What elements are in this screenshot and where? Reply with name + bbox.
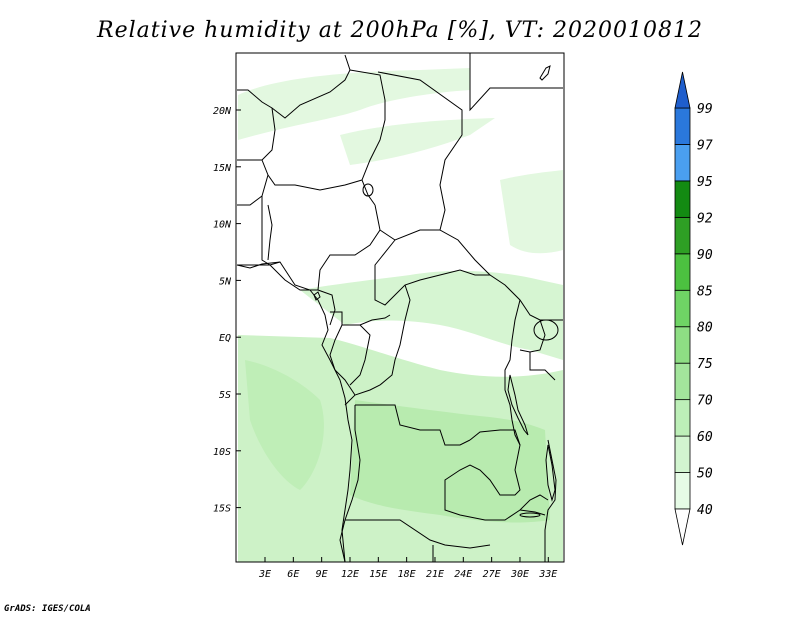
colorbar-segment — [674, 107, 691, 145]
colorbar-label: 60 — [697, 430, 713, 445]
colorbar-segment — [674, 253, 691, 291]
map-frame — [235, 52, 565, 563]
colorbar-label: 97 — [697, 138, 713, 153]
island-bioko — [313, 291, 321, 301]
lon-tick-label: 24E — [454, 569, 472, 580]
colorbar-upper-extend — [674, 71, 691, 109]
lat-tick-label: 5N — [219, 276, 232, 287]
colorbar: 40 50 60 70 75 80 85 90 92 95 97 99 — [674, 71, 713, 546]
rh-band-north — [238, 68, 470, 140]
colorbar-label: 99 — [697, 102, 713, 117]
lat-tick-label: 15S — [213, 504, 231, 515]
lat-tick-label: 20N — [213, 106, 232, 117]
colorbar-segment — [674, 399, 691, 437]
colorbar-segment — [674, 289, 691, 328]
colorbar-label: 90 — [697, 248, 713, 263]
lake-malawi — [545, 444, 556, 502]
lon-tick-label: 21E — [426, 569, 444, 580]
colorbar-label: 85 — [697, 284, 713, 299]
rh-region-southwest — [245, 360, 324, 490]
rh-band-sahara — [340, 118, 495, 165]
colorbar-segment — [674, 435, 691, 473]
grads-credit: GrADS: IGES/COLA — [4, 604, 91, 614]
lakes — [362, 183, 559, 518]
lake-kariba — [519, 512, 541, 518]
colorbar-segment — [674, 326, 691, 364]
humidity-shading — [238, 68, 563, 562]
colorbar-segment — [674, 216, 691, 255]
colorbar-segment — [674, 180, 691, 218]
rh-region-central — [300, 270, 563, 360]
colorbar-label: 50 — [697, 467, 713, 482]
colorbar-label: 95 — [697, 175, 713, 190]
colorbar-segment — [674, 144, 691, 182]
lon-tick-label: 12E — [341, 569, 359, 580]
lon-tick-label: 3E — [258, 569, 271, 580]
colorbar-label: 75 — [697, 357, 713, 372]
lon-tick-label: 6E — [287, 569, 299, 580]
lon-tick-label: 15E — [369, 569, 387, 580]
chart-title: Relative humidity at 200hPa [%], VT: 202… — [97, 18, 703, 43]
colorbar-lower-extend — [674, 508, 691, 546]
lon-tick-label: 18E — [398, 569, 416, 580]
colorbar-label: 70 — [697, 394, 713, 409]
lat-tick-label: 15N — [213, 163, 232, 174]
lat-tick-label: 10N — [213, 220, 232, 231]
lake-tanganyika — [507, 374, 529, 436]
rh-region-south-strong — [350, 400, 550, 523]
lake-victoria — [533, 319, 559, 341]
rh-band-east — [500, 170, 563, 254]
colorbar-segment — [674, 472, 691, 510]
lon-tick-label: 9E — [316, 569, 328, 580]
country-borders — [237, 53, 563, 563]
coastline — [236, 261, 353, 563]
lon-tick-label: 30E — [510, 569, 529, 580]
lon-tick-label: 27E — [483, 569, 501, 580]
colorbar-label: 40 — [697, 503, 713, 518]
lat-tick-label: EQ — [219, 333, 231, 344]
lat-tick-label: 5S — [219, 390, 231, 401]
lake-chad — [362, 183, 374, 197]
island-sinai — [539, 65, 551, 81]
latitude-axis: 20N 15N 10N 5N EQ 5S 10S 15S — [213, 106, 241, 515]
colorbar-label: 92 — [697, 211, 713, 226]
colorbar-label: 80 — [697, 321, 713, 336]
lat-tick-label: 10S — [213, 447, 231, 458]
lon-tick-label: 33E — [538, 569, 557, 580]
longitude-axis: 3E 6E 9E 12E 15E 18E 21E 24E 27E 30E 33E — [258, 557, 557, 580]
colorbar-segment — [674, 362, 691, 401]
